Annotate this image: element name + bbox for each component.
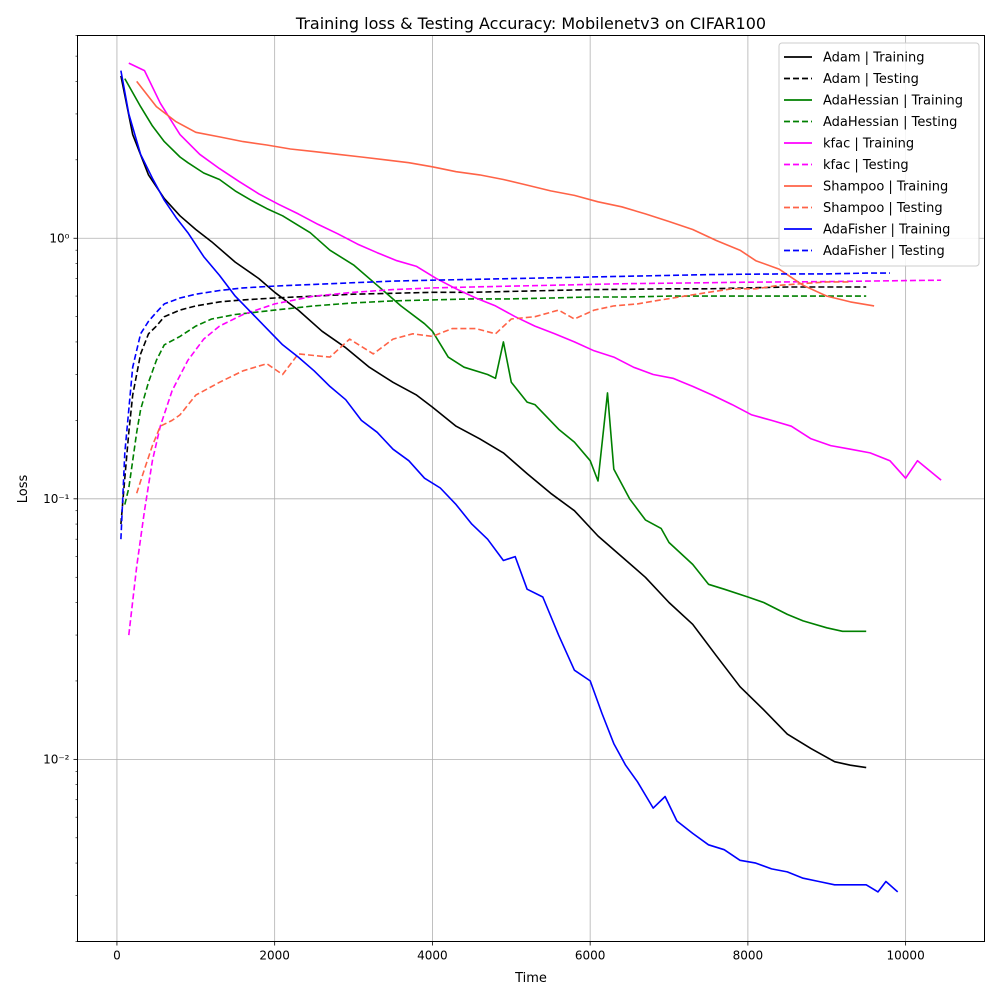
plot-area-frame	[77, 35, 985, 942]
x-tick-label: 2000	[259, 949, 290, 963]
series-line-4	[128, 62, 942, 481]
legend-label-0: Adam | Training	[823, 51, 925, 66]
legend-label-6: Shampoo | Training	[823, 180, 948, 195]
grid-lines	[77, 35, 985, 942]
series-line-5	[128, 279, 942, 636]
legend-frame	[778, 42, 980, 267]
y-tick-label: 10⁻²	[43, 752, 70, 766]
y-tick-label: 10⁻¹	[43, 492, 70, 506]
x-tick-label: 0	[113, 949, 121, 963]
series-line-8	[120, 70, 899, 893]
chart-title: Training loss & Testing Accuracy: Mobile…	[295, 14, 766, 33]
legend-label-7: Shampoo | Testing	[823, 201, 943, 216]
series-group	[120, 62, 942, 893]
legend-label-1: Adam | Testing	[823, 72, 919, 87]
legend-label-2: AdaHessian | Training	[823, 94, 963, 109]
legend-label-8: AdaFisher | Training	[823, 223, 950, 238]
series-line-0	[120, 75, 867, 769]
x-tick-label: 4000	[417, 949, 448, 963]
series-line-7	[135, 281, 851, 494]
legend: Adam | Training Adam | Testing AdaHessian …	[778, 42, 980, 267]
series-line-1	[120, 286, 867, 525]
x-axis-label: Time	[514, 971, 547, 986]
legend-label-4: kfac | Training	[823, 137, 914, 152]
y-tick-label: 10⁰	[49, 231, 69, 245]
x-tick-label: 8000	[733, 949, 764, 963]
y-axis-ticks: 10⁻² 10⁻¹ 10⁰	[43, 35, 78, 942]
x-tick-label: 6000	[575, 949, 606, 963]
x-tick-label: 10000	[887, 949, 925, 963]
series-line-9	[120, 272, 890, 540]
legend-label-5: kfac | Testing	[823, 158, 909, 173]
series-line-6	[136, 80, 875, 307]
series-line-2	[124, 78, 867, 633]
legend-label-3: AdaHessian | Testing	[823, 115, 957, 130]
y-axis-label: Loss	[16, 475, 31, 504]
legend-label-9: AdaFisher | Testing	[823, 244, 945, 259]
series-line-3	[124, 295, 867, 505]
x-axis-ticks: 0 2000 4000 6000 8000 10000	[113, 941, 925, 963]
